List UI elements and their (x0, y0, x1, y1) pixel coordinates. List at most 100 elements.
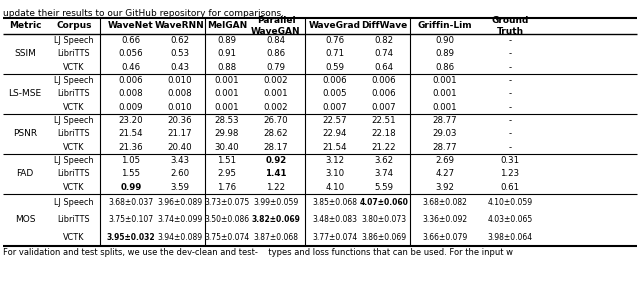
Text: 4.27: 4.27 (435, 170, 454, 178)
Text: 0.86: 0.86 (266, 50, 285, 58)
Text: VCTK: VCTK (63, 143, 84, 152)
Text: 3.80±0.073: 3.80±0.073 (362, 215, 406, 225)
Text: 0.66: 0.66 (122, 36, 141, 45)
Text: 0.005: 0.005 (323, 89, 348, 99)
Text: 28.17: 28.17 (264, 143, 288, 152)
Text: 0.90: 0.90 (435, 36, 454, 45)
Text: -: - (508, 50, 511, 58)
Text: 3.99±0.059: 3.99±0.059 (253, 198, 299, 207)
Text: 4.10: 4.10 (325, 183, 344, 192)
Text: 0.001: 0.001 (214, 89, 239, 99)
Text: 26.70: 26.70 (264, 116, 288, 125)
Text: 2.95: 2.95 (218, 170, 237, 178)
Text: 0.010: 0.010 (168, 76, 192, 85)
Text: VCTK: VCTK (63, 63, 84, 72)
Text: 1.51: 1.51 (218, 156, 237, 165)
Text: 0.002: 0.002 (264, 103, 288, 112)
Text: WaveNet: WaveNet (108, 21, 154, 31)
Text: 0.82: 0.82 (374, 36, 394, 45)
Text: 28.77: 28.77 (433, 143, 458, 152)
Text: 0.91: 0.91 (218, 50, 237, 58)
Text: 0.31: 0.31 (500, 156, 520, 165)
Text: 3.68±0.037: 3.68±0.037 (108, 198, 154, 207)
Text: 3.87±0.068: 3.87±0.068 (253, 233, 298, 242)
Text: 0.001: 0.001 (264, 89, 288, 99)
Text: SSIM: SSIM (14, 50, 36, 58)
Text: 0.008: 0.008 (168, 89, 192, 99)
Text: 0.79: 0.79 (266, 63, 285, 72)
Text: 1.41: 1.41 (265, 170, 287, 178)
Text: 0.43: 0.43 (170, 63, 189, 72)
Text: 1.05: 1.05 (122, 156, 141, 165)
Text: LibriTTS: LibriTTS (58, 129, 90, 139)
Text: VCTK: VCTK (63, 183, 84, 192)
Text: 3.36±0.092: 3.36±0.092 (422, 215, 468, 225)
Text: 0.53: 0.53 (170, 50, 189, 58)
Text: 0.001: 0.001 (433, 76, 458, 85)
Text: 0.88: 0.88 (218, 63, 237, 72)
Text: 0.64: 0.64 (374, 63, 394, 72)
Text: 0.89: 0.89 (435, 50, 454, 58)
Text: 22.51: 22.51 (372, 116, 396, 125)
Text: 3.98±0.064: 3.98±0.064 (488, 233, 532, 242)
Text: -: - (508, 129, 511, 139)
Text: WaveGrad: WaveGrad (309, 21, 361, 31)
Text: 3.73±0.075: 3.73±0.075 (204, 198, 250, 207)
Text: LJ Speech: LJ Speech (54, 116, 94, 125)
Text: 5.59: 5.59 (374, 183, 394, 192)
Text: -: - (508, 63, 511, 72)
Text: 4.07±0.060: 4.07±0.060 (360, 198, 408, 207)
Text: 0.006: 0.006 (118, 76, 143, 85)
Text: For validation and test splits, we use the dev-clean and test-    types and loss: For validation and test splits, we use t… (3, 248, 513, 257)
Text: 0.001: 0.001 (214, 76, 239, 85)
Text: 0.056: 0.056 (118, 50, 143, 58)
Text: 2.60: 2.60 (170, 170, 189, 178)
Text: 3.95±0.032: 3.95±0.032 (107, 233, 156, 242)
Text: 20.36: 20.36 (168, 116, 192, 125)
Text: 0.002: 0.002 (264, 76, 288, 85)
Text: 3.66±0.079: 3.66±0.079 (422, 233, 468, 242)
Text: 3.68±0.082: 3.68±0.082 (422, 198, 467, 207)
Text: LibriTTS: LibriTTS (58, 89, 90, 99)
Text: 1.23: 1.23 (500, 170, 520, 178)
Text: 21.54: 21.54 (323, 143, 348, 152)
Text: LS-MSE: LS-MSE (8, 89, 42, 99)
Text: 0.74: 0.74 (374, 50, 394, 58)
Text: -: - (508, 36, 511, 45)
Text: 3.12: 3.12 (325, 156, 344, 165)
Text: -: - (508, 76, 511, 85)
Text: Metric: Metric (9, 21, 41, 31)
Text: 0.92: 0.92 (266, 156, 287, 165)
Text: 3.74±0.099: 3.74±0.099 (157, 215, 203, 225)
Text: 2.69: 2.69 (435, 156, 454, 165)
Text: -: - (508, 143, 511, 152)
Text: 21.54: 21.54 (118, 129, 143, 139)
Text: 23.20: 23.20 (118, 116, 143, 125)
Text: 3.75±0.107: 3.75±0.107 (108, 215, 154, 225)
Text: LJ Speech: LJ Speech (54, 76, 94, 85)
Text: 4.03±0.065: 4.03±0.065 (488, 215, 532, 225)
Text: Corpus: Corpus (56, 21, 92, 31)
Text: LibriTTS: LibriTTS (58, 215, 90, 225)
Text: 3.74: 3.74 (374, 170, 394, 178)
Text: 3.82±0.069: 3.82±0.069 (252, 215, 300, 225)
Text: 0.84: 0.84 (266, 36, 285, 45)
Text: DiffWave: DiffWave (361, 21, 407, 31)
Text: 0.89: 0.89 (218, 36, 237, 45)
Text: 28.62: 28.62 (264, 129, 288, 139)
Text: 3.86±0.069: 3.86±0.069 (362, 233, 406, 242)
Text: 3.59: 3.59 (170, 183, 189, 192)
Text: 21.36: 21.36 (118, 143, 143, 152)
Text: LJ Speech: LJ Speech (54, 36, 94, 45)
Text: Parallel
WaveGAN: Parallel WaveGAN (251, 16, 301, 36)
Text: 21.17: 21.17 (168, 129, 192, 139)
Text: 29.98: 29.98 (215, 129, 239, 139)
Text: VCTK: VCTK (63, 233, 84, 242)
Text: 0.007: 0.007 (323, 103, 348, 112)
Text: 0.006: 0.006 (372, 89, 396, 99)
Text: Griffin-Lim: Griffin-Lim (418, 21, 472, 31)
Text: 3.43: 3.43 (170, 156, 189, 165)
Text: 20.40: 20.40 (168, 143, 192, 152)
Text: 28.77: 28.77 (433, 116, 458, 125)
Text: 0.71: 0.71 (325, 50, 344, 58)
